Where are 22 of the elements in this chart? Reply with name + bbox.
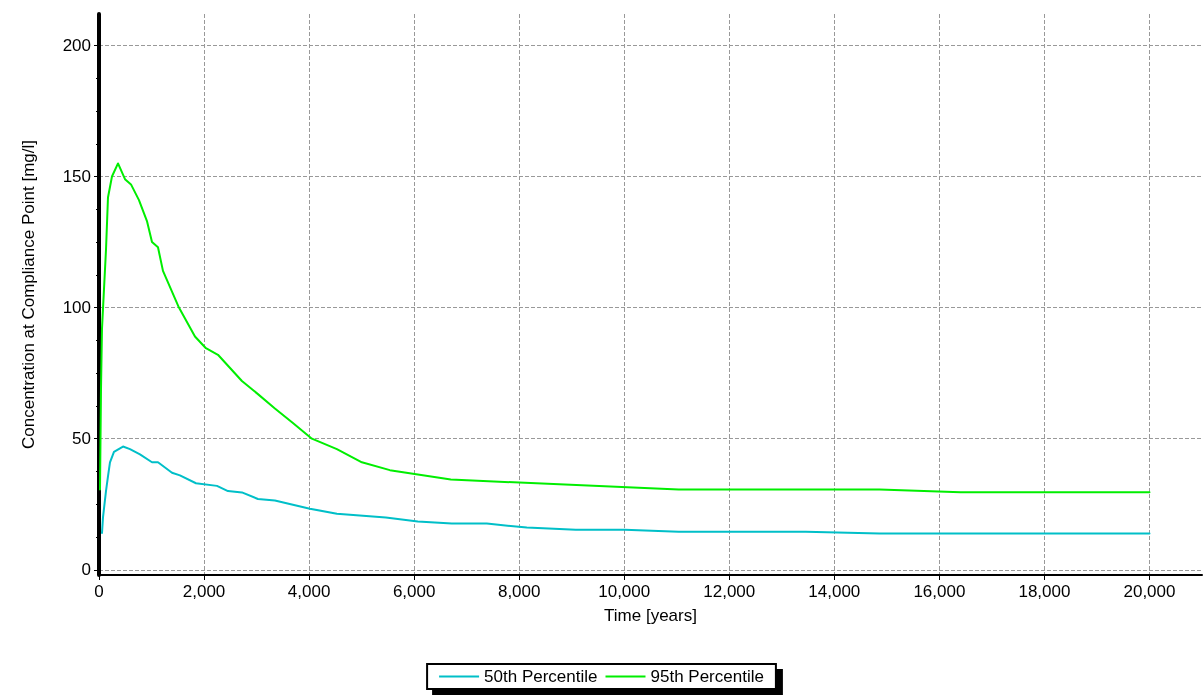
x-axis-title: Time [years] xyxy=(604,606,697,625)
y-tick-label: 150 xyxy=(62,167,91,187)
y-tick-label: 0 xyxy=(81,560,91,580)
y-tick-label: 100 xyxy=(62,298,91,318)
x-tick-label: 14,000 xyxy=(808,582,861,601)
x-tick-label: 8,000 xyxy=(497,582,541,601)
line-series xyxy=(100,445,1151,535)
x-tick-label: 0 xyxy=(94,582,104,601)
x-tick-label: 2,000 xyxy=(182,582,226,601)
x-tick-label: 6,000 xyxy=(392,582,436,601)
x-tick-label: 4,000 xyxy=(287,582,331,601)
x-tick-label: 20,000 xyxy=(1123,582,1176,601)
y-tick-label: 50 xyxy=(72,429,91,449)
legend-label: 50th Percentile xyxy=(484,667,598,686)
x-tick-label: 16,000 xyxy=(913,582,966,601)
line-series xyxy=(99,162,1151,494)
legend-label: 95th Percentile xyxy=(650,667,764,686)
x-tick-label: 12,000 xyxy=(703,582,756,601)
y-axis-title: Concentration at Compliance Point [mg/l] xyxy=(19,140,38,449)
x-tick-label: 18,000 xyxy=(1018,582,1071,601)
x-tick-label: 10,000 xyxy=(598,582,651,601)
y-tick-label: 200 xyxy=(62,35,91,55)
